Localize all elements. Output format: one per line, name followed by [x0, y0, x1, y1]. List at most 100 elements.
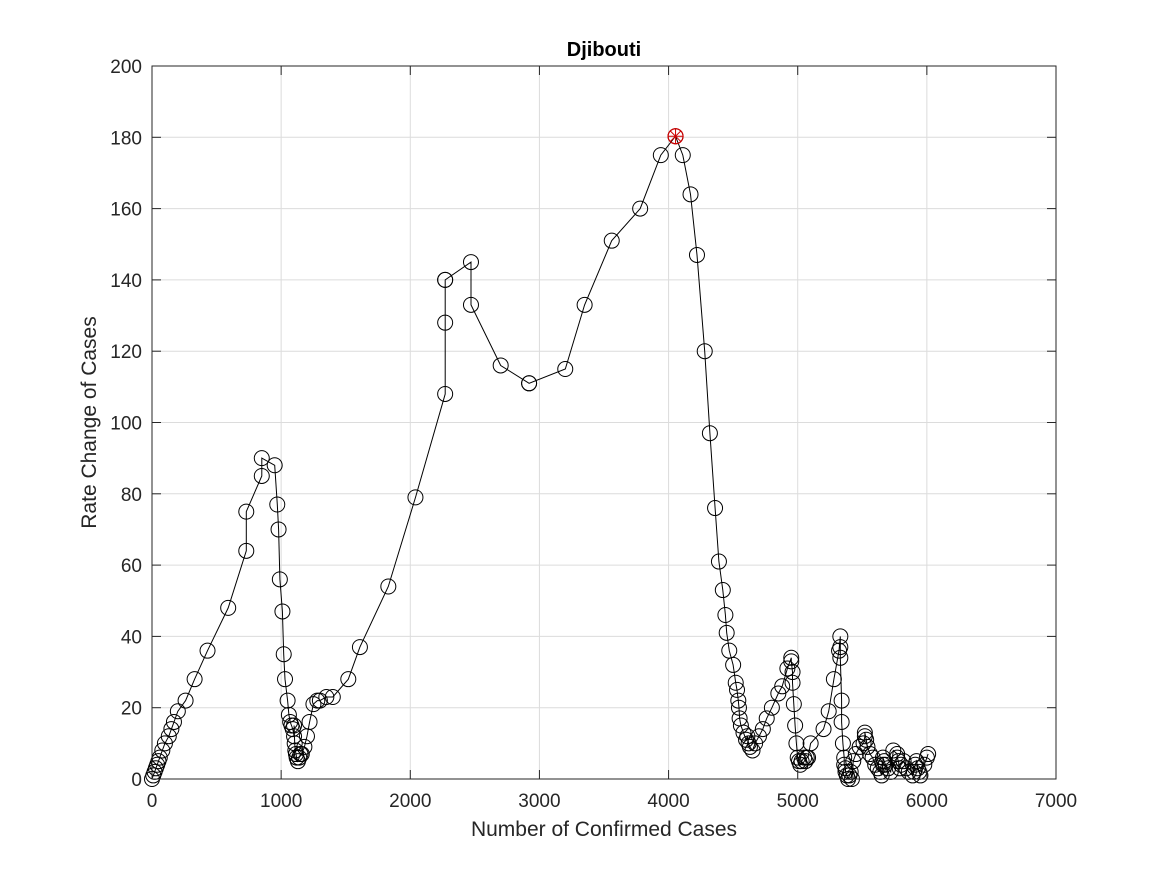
data-point: [815, 721, 832, 738]
data-point: [557, 361, 574, 378]
data-point: [603, 232, 620, 249]
x-tick-label: 3000: [518, 791, 560, 812]
grid: [151, 65, 1057, 780]
data-point: [165, 713, 182, 730]
data-point: [270, 521, 287, 538]
data-point: [758, 710, 775, 727]
data-point: [238, 503, 255, 520]
data-point: [351, 639, 368, 656]
data-point: [521, 375, 538, 392]
data-point: [714, 582, 731, 599]
data-point: [845, 753, 862, 770]
data-point: [895, 753, 912, 770]
data-point: [744, 742, 761, 759]
data-point: [701, 425, 718, 442]
data-point: [696, 343, 713, 360]
x-tick-label: 2000: [389, 791, 431, 812]
data-point: [859, 738, 876, 755]
data-point: [437, 385, 454, 402]
data-point: [912, 767, 929, 784]
data-point: [169, 703, 186, 720]
data-point: [920, 746, 937, 763]
data-point: [177, 692, 194, 709]
ticks: 0 1000 2000 3000 4000 5000 6000 7000 0 20 40 60 80 10…: [110, 57, 1077, 812]
y-tick-label: 0: [131, 770, 142, 791]
data-point: [784, 674, 801, 691]
data-point: [785, 696, 802, 713]
data-point: [279, 692, 296, 709]
x-tick-label: 7000: [1035, 791, 1077, 812]
x-tick-label: 5000: [777, 791, 819, 812]
data-point: [253, 467, 270, 484]
data-point: [286, 717, 303, 734]
data-point: [407, 489, 424, 506]
data-point: [787, 717, 804, 734]
data-point: [833, 692, 850, 709]
data-point: [763, 699, 780, 716]
data-point: [707, 500, 724, 517]
data-point: [380, 578, 397, 595]
data-point: [269, 496, 286, 513]
y-tick-label: 120: [110, 342, 142, 363]
data-point: [301, 713, 318, 730]
y-tick-label: 60: [121, 556, 142, 577]
data-point: [437, 271, 454, 288]
y-tick-label: 20: [121, 699, 142, 720]
data-point: [741, 738, 758, 755]
data-point: [688, 246, 705, 263]
data-point: [271, 571, 288, 588]
y-tick-label: 40: [121, 627, 142, 648]
x-tick-label: 4000: [647, 791, 689, 812]
data-point: [754, 721, 771, 738]
data-point: [682, 186, 699, 203]
data-point: [199, 642, 216, 659]
data-point: [783, 653, 800, 670]
y-tick-label: 180: [110, 128, 142, 149]
y-tick-label: 200: [110, 57, 142, 78]
y-tick-label: 80: [121, 485, 142, 506]
data-point: [820, 703, 837, 720]
data-point: [576, 296, 593, 313]
data-point: [730, 699, 747, 716]
data-point: [277, 671, 294, 688]
data-point: [163, 721, 180, 738]
data-point: [340, 671, 357, 688]
data-point: [437, 314, 454, 331]
data-point: [832, 628, 849, 645]
data-point: [286, 728, 303, 745]
data-point: [274, 603, 291, 620]
x-tick-label: 1000: [260, 791, 302, 812]
data-point: [293, 746, 310, 763]
y-tick-label: 140: [110, 271, 142, 292]
data-point: [710, 553, 727, 570]
data-point: [833, 713, 850, 730]
data-point: [324, 689, 341, 706]
data-point: [727, 674, 744, 691]
x-axis-label: Number of Confirmed Cases: [471, 818, 737, 841]
data-point: [275, 646, 292, 663]
y-axis-label: Rate Change of Cases: [78, 316, 101, 528]
data-point: [729, 681, 746, 698]
peak-marker-star-d2: [669, 130, 682, 143]
data-point: [783, 649, 800, 666]
data-point: [318, 689, 335, 706]
data-point: [834, 735, 851, 752]
data-point: [462, 254, 479, 271]
data-point: [652, 147, 669, 164]
data-point: [825, 671, 842, 688]
data-point: [160, 728, 177, 745]
data-point: [717, 607, 734, 624]
chart-title: Djibouti: [567, 39, 641, 61]
data-point: [730, 692, 747, 709]
data-point: [154, 742, 171, 759]
series-line: [151, 135, 929, 781]
data-point: [802, 735, 819, 752]
x-tick-label: 6000: [906, 791, 948, 812]
data-point: [784, 664, 801, 681]
data-point: [788, 735, 805, 752]
data-point: [462, 296, 479, 313]
data-point: [674, 147, 691, 164]
data-point: [253, 450, 270, 467]
